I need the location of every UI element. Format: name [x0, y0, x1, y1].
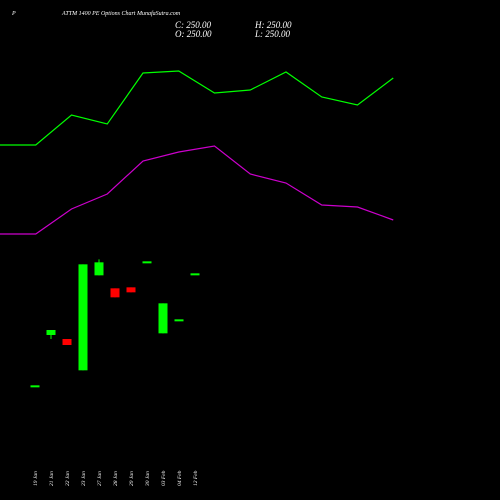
candle-body [158, 303, 168, 334]
line-series [0, 70, 394, 146]
x-tick-label: 03 Feb [161, 470, 167, 486]
x-tick-label: 22 Jan [65, 471, 71, 486]
ohlc-label: C: 250.00 [175, 20, 212, 30]
line-series [0, 145, 394, 235]
candle-body [78, 264, 88, 371]
candle-body [174, 319, 184, 322]
x-tick-label: 12 Feb [193, 470, 199, 486]
x-tick-label: 29 Jan [129, 471, 135, 486]
x-tick-label: 30 Jan [145, 471, 151, 487]
candle-body [30, 385, 40, 388]
x-tick-label: 23 Jan [81, 471, 87, 486]
candle-body [190, 273, 200, 276]
candle-body [62, 339, 72, 345]
ohlc-label: O: 250.00 [175, 29, 212, 39]
x-tick-label: 28 Jan [113, 471, 119, 486]
candle-body [46, 330, 56, 335]
x-tick-label: 04 Feb [176, 470, 183, 486]
ohlc-label: H: 250.00 [254, 20, 292, 30]
candle-body [126, 287, 136, 293]
x-tick-label: 19 Jan [33, 471, 39, 486]
candle-body [142, 261, 152, 264]
chart-title: ATTM 1400 PE Options Chart MunafaSutra.c… [61, 10, 181, 17]
x-tick-label: 21 Jan [49, 471, 55, 486]
ohlc-label: L: 250.00 [254, 29, 291, 39]
candle-body [110, 288, 120, 298]
x-tick-label: 27 Jan [97, 471, 103, 486]
candle-body [94, 262, 104, 276]
symbol: P [11, 11, 16, 17]
